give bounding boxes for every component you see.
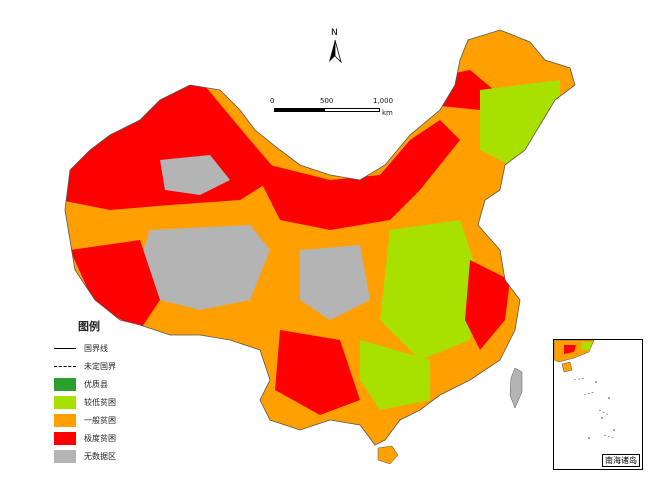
- scale-unit: km: [382, 109, 393, 117]
- scale-segment-1: [274, 108, 324, 112]
- north-arrow-icon: [329, 39, 342, 64]
- scale-bar: 0 500 1,000 km: [268, 97, 398, 119]
- legend-item-undetermined: 未定国界: [54, 357, 174, 375]
- orange-swatch: [54, 413, 76, 427]
- north-label: N: [331, 28, 338, 38]
- legend-title: 图例: [78, 320, 100, 333]
- inset-caption: 南海诸岛: [602, 454, 640, 467]
- scale-tick-500: 500: [320, 97, 334, 105]
- legend-item-gray: 无数据区: [54, 447, 174, 465]
- hainan-island: [377, 445, 399, 465]
- dashed-line-icon: [54, 365, 76, 367]
- north-arrow: N: [325, 28, 345, 70]
- scale-segment-2: [324, 108, 380, 112]
- region-central-gray: [300, 245, 370, 320]
- legend-label: 国界线: [84, 343, 108, 353]
- lime-swatch: [54, 395, 76, 409]
- legend-label: 一般贫困: [84, 415, 116, 425]
- legend-label: 极度贫困: [84, 433, 116, 443]
- south-china-sea-inset: 南海诸岛: [553, 339, 643, 470]
- region-north-red: [250, 120, 460, 230]
- scale-tick-1000: 1,000: [373, 97, 394, 105]
- legend-item-red: 极度贫困: [54, 429, 174, 447]
- region-southwest-red: [70, 240, 160, 330]
- region-south-lime: [360, 340, 430, 410]
- region-south-red: [275, 330, 360, 415]
- region-west-gray: [140, 225, 270, 310]
- region-east-red: [465, 260, 510, 350]
- taiwan-island: [509, 367, 523, 409]
- region-east-lime: [380, 220, 480, 360]
- legend-item-border: 国界线: [54, 339, 174, 357]
- red-swatch: [54, 431, 76, 445]
- legend-item-orange: 一般贫困: [54, 411, 174, 429]
- legend-item-lime: 较低贫困: [54, 393, 174, 411]
- scale-tick-0: 0: [270, 97, 275, 105]
- border-line-icon: [54, 347, 76, 349]
- national-border: [64, 29, 576, 446]
- green-swatch: [54, 377, 76, 391]
- legend-label: 无数据区: [84, 451, 116, 461]
- inset-map: [554, 340, 615, 439]
- legend-item-green: 优质县: [54, 375, 174, 393]
- legend-label: 较低贫困: [84, 397, 116, 407]
- region-tibet-gray: [160, 155, 230, 195]
- legend: 图例 国界线 未定国界 优质县 较低贫困 一般贫困 极度贫困 无数据区: [54, 318, 174, 465]
- legend-label: 未定国界: [84, 361, 116, 371]
- gray-swatch: [54, 449, 76, 463]
- legend-label: 优质县: [84, 379, 108, 389]
